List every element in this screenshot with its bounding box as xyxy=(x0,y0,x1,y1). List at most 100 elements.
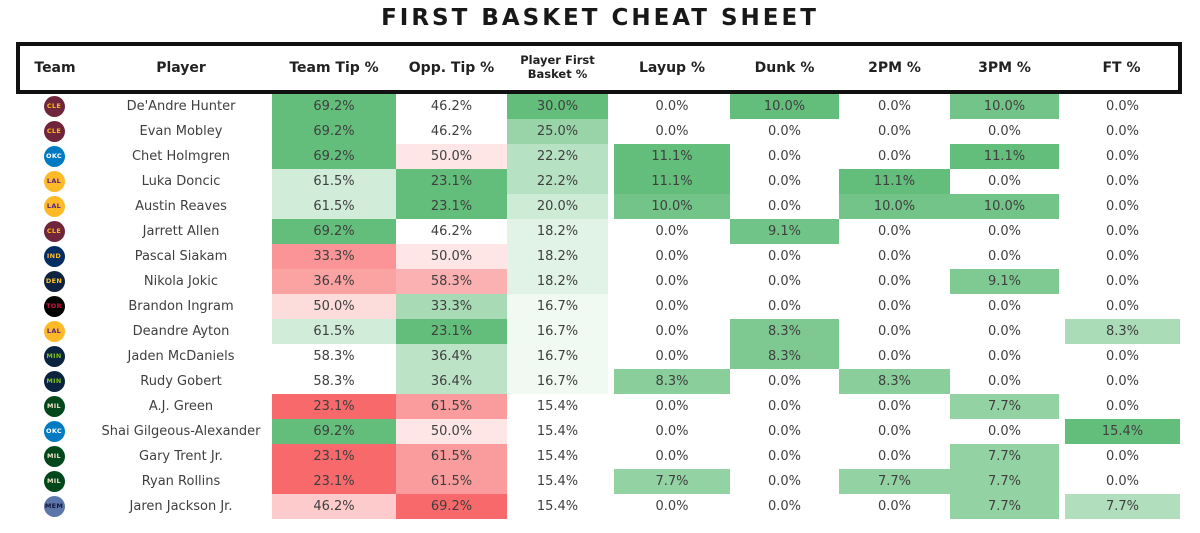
cell-pm3: 10.0% xyxy=(950,194,1059,219)
player-row: LAL Luka Doncic 61.5% 23.1% 22.2% 11.1% 0.0% 11… xyxy=(18,169,1180,194)
cell-team-tip: 36.4% xyxy=(272,269,396,294)
cell-layup: 11.1% xyxy=(614,144,730,169)
cell-dunk: 8.3% xyxy=(730,344,839,369)
cell-pm3: 0.0% xyxy=(987,174,1022,189)
cell-team-tip: 46.2% xyxy=(272,494,396,519)
player-row: MIL Gary Trent Jr. 23.1% 61.5% 15.4% 0.0% 0.0%… xyxy=(18,444,1180,469)
cell-player-first-basket: 15.4% xyxy=(536,424,579,439)
cell-dunk: 0.0% xyxy=(767,424,802,439)
player-name: Rudy Gobert xyxy=(140,374,222,389)
team-cell: IND xyxy=(18,244,90,269)
cell-opp-tip: 46.2% xyxy=(396,119,507,144)
column-header-ft: FT % xyxy=(1065,42,1182,94)
cell-ft: 0.0% xyxy=(1105,399,1140,414)
player-row: IND Pascal Siakam 33.3% 50.0% 18.2% 0.0% 0.0% 0… xyxy=(18,244,1180,269)
cell-layup: 0.0% xyxy=(655,424,689,439)
cell-team-tip: 69.2% xyxy=(272,219,396,244)
cell-ft: 0.0% xyxy=(1105,174,1140,189)
team-cell: LAL xyxy=(18,319,90,344)
team-logo-tor: TOR xyxy=(43,296,65,317)
column-header-player-first-basket: Player First Basket % xyxy=(507,42,608,94)
team-logo-min: MIN xyxy=(43,346,65,367)
column-header-dunk: Dunk % xyxy=(730,42,839,94)
team-cell: CLE xyxy=(18,219,90,244)
column-gap xyxy=(608,91,614,119)
cell-layup: 0.0% xyxy=(655,324,689,339)
cell-layup: 8.3% xyxy=(614,369,730,394)
cell-layup: 0.0% xyxy=(655,499,689,514)
player-row: OKC Shai Gilgeous-Alexander 69.2% 50.0% 15.4… xyxy=(18,419,1180,444)
cell-opp-tip: 61.5% xyxy=(396,444,507,469)
cell-opp-tip: 58.3% xyxy=(396,269,507,294)
cell-layup: 0.0% xyxy=(655,399,689,414)
cell-player-first-basket: 16.7% xyxy=(507,294,608,319)
cell-player-first-basket: 16.7% xyxy=(507,344,608,369)
player-name: Luka Doncic xyxy=(141,174,221,189)
cell-ft: 0.0% xyxy=(1105,199,1140,214)
cell-pm2: 0.0% xyxy=(877,249,912,264)
cell-opp-tip: 50.0% xyxy=(396,144,507,169)
cell-pm2: 0.0% xyxy=(877,424,912,439)
team-cell: MIN xyxy=(18,344,90,369)
cell-opp-tip: 46.2% xyxy=(396,219,507,244)
cell-ft: 7.7% xyxy=(1065,494,1180,519)
team-logo-lal: LAL xyxy=(43,171,65,192)
cell-opp-tip: 23.1% xyxy=(396,319,507,344)
cell-opp-tip: 69.2% xyxy=(396,494,507,519)
cell-pm2: 8.3% xyxy=(839,369,950,394)
cell-dunk: 0.0% xyxy=(767,174,802,189)
player-row: MIN Rudy Gobert 58.3% 36.4% 16.7% 8.3% 0.0% 8.3… xyxy=(18,369,1180,394)
cell-pm3: 0.0% xyxy=(987,324,1022,339)
cell-pm3: 7.7% xyxy=(950,444,1059,469)
player-name: Jarrett Allen xyxy=(142,224,220,239)
player-name: Jaden McDaniels xyxy=(127,349,235,364)
cell-team-tip: 33.3% xyxy=(272,244,396,269)
team-logo-cle: CLE xyxy=(43,96,65,117)
team-logo-mil: MIL xyxy=(43,396,65,417)
cell-pm2: 0.0% xyxy=(877,124,912,139)
cell-pm2: 0.0% xyxy=(877,149,912,164)
player-row: DEN Nikola Jokic 36.4% 58.3% 18.2% 0.0% 0.0% 0.… xyxy=(18,269,1180,294)
cell-ft: 0.0% xyxy=(1105,274,1140,289)
team-cell: DEN xyxy=(18,269,90,294)
cell-player-first-basket: 18.2% xyxy=(507,244,608,269)
column-header-team-tip: Team Tip % xyxy=(272,42,396,94)
cell-player-first-basket: 15.4% xyxy=(536,499,579,514)
cell-pm3: 0.0% xyxy=(987,299,1022,314)
player-name: Deandre Ayton xyxy=(132,324,230,339)
cell-pm2: 0.0% xyxy=(877,449,912,464)
cell-team-tip: 69.2% xyxy=(272,144,396,169)
team-logo-lal: LAL xyxy=(43,321,65,342)
team-cell: MEM xyxy=(18,494,90,519)
cell-pm2: 0.0% xyxy=(877,324,912,339)
cell-team-tip: 58.3% xyxy=(272,344,396,369)
cell-pm2: 0.0% xyxy=(877,224,912,239)
cell-pm3: 0.0% xyxy=(987,424,1022,439)
cell-opp-tip: 23.1% xyxy=(396,194,507,219)
cell-player-first-basket: 16.7% xyxy=(507,369,608,394)
team-cell: CLE xyxy=(18,119,90,144)
cell-dunk: 10.0% xyxy=(730,91,839,119)
cell-opp-tip: 36.4% xyxy=(396,344,507,369)
cell-pm2: 7.7% xyxy=(839,469,950,494)
team-logo-ind: IND xyxy=(43,246,65,267)
cell-pm3: 9.1% xyxy=(950,269,1059,294)
cell-dunk: 0.0% xyxy=(767,499,802,514)
cell-ft: 0.0% xyxy=(1105,299,1140,314)
cell-dunk: 0.0% xyxy=(767,199,802,214)
cell-pm3: 10.0% xyxy=(950,91,1059,119)
cell-team-tip: 61.5% xyxy=(272,319,396,344)
player-name: Jaren Jackson Jr. xyxy=(129,499,233,514)
cell-dunk: 0.0% xyxy=(767,374,802,389)
cell-pm2: 0.0% xyxy=(877,299,912,314)
cell-team-tip: 23.1% xyxy=(272,469,396,494)
cell-dunk: 0.0% xyxy=(767,249,802,264)
cell-team-tip: 69.2% xyxy=(272,419,396,444)
column-header-player: Player xyxy=(90,42,272,94)
team-logo-mil: MIL xyxy=(43,446,65,467)
cell-dunk: 8.3% xyxy=(730,319,839,344)
player-name: Chet Holmgren xyxy=(131,149,231,164)
cell-player-first-basket: 18.2% xyxy=(507,219,608,244)
cheat-sheet-table: Team Player Team Tip % Opp. Tip % Player Fir… xyxy=(16,42,1182,519)
cell-layup: 0.0% xyxy=(655,224,689,239)
